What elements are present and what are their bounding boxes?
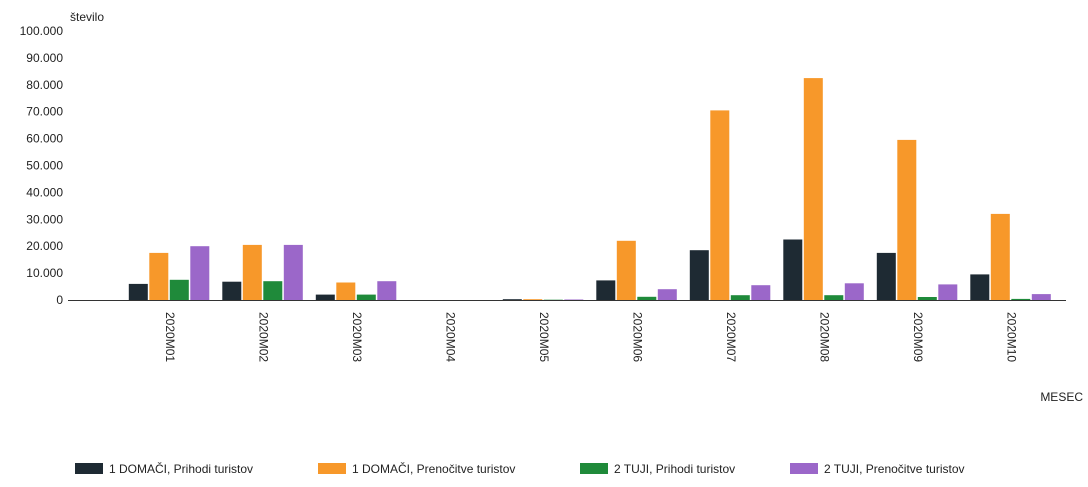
bar [731,295,750,300]
x-tick-label: 2020M09 [911,312,925,362]
legend-swatch [790,463,818,474]
bar [845,283,864,300]
legend-item: 2 TUJI, Prenočitve turistov [790,462,965,476]
legend-item: 2 TUJI, Prihodi turistov [580,462,735,476]
legend-label: 1 DOMAČI, Prenočitve turistov [352,461,515,476]
bar [918,297,937,300]
bar [377,281,396,300]
y-tick-label: 40.000 [26,185,63,199]
bar [710,110,729,300]
y-axis-title: število [70,10,104,24]
legend-label: 2 TUJI, Prihodi turistov [614,462,735,476]
bar [970,274,989,300]
x-axis-title: MESEC [1040,390,1083,404]
bar [637,297,656,300]
bar [938,284,957,300]
bar [190,246,209,300]
legend-swatch [75,463,103,474]
legend-swatch [580,463,608,474]
bar [877,253,896,300]
bar [617,241,636,300]
x-tick-label: 2020M06 [630,312,644,362]
bar [336,283,355,301]
x-tick-label: 2020M08 [817,312,831,362]
y-tick-label: 60.000 [26,132,63,146]
y-tick-label: 70.000 [26,105,63,119]
bar [1032,294,1051,300]
bar [170,280,189,300]
bar [564,300,583,301]
bar [357,295,376,300]
x-axis-category-labels: 2020M01 2020M02 2020M03 2020M04 2020M05 2020M… [163,312,1019,362]
bar [149,253,168,300]
y-axis-ticks: 0 10.000 20.000 30.000 40.000 50.000 60.000 70.… [20,24,64,307]
y-tick-label: 90.000 [26,51,63,65]
bar [503,299,522,300]
bar [243,245,262,300]
bar [658,289,677,300]
x-tick-label: 2020M07 [724,312,738,362]
x-tick-label: 2020M03 [350,312,364,362]
bar [991,214,1010,300]
bar [263,281,282,300]
y-tick-label: 80.000 [26,78,63,92]
x-tick-label: 2020M10 [1004,312,1018,362]
bars [129,78,1051,300]
bar [804,78,823,300]
bar [690,250,709,300]
bar [596,280,615,300]
bar [1011,299,1030,300]
legend-item: 1 DOMAČI, Prenočitve turistov [318,461,515,476]
y-tick-label: 100.000 [20,24,64,38]
x-tick-label: 2020M02 [256,312,270,362]
y-tick-label: 0 [56,293,63,307]
x-tick-label: 2020M05 [537,312,551,362]
x-tick-label: 2020M04 [443,312,457,362]
bar [897,140,916,300]
bar [751,285,770,300]
bar [129,284,148,300]
bar [222,282,241,300]
bar [284,245,303,300]
legend-item: 1 DOMAČI, Prihodi turistov [75,461,253,476]
y-tick-label: 30.000 [26,212,63,226]
bar [523,299,542,300]
bar [824,295,843,300]
y-tick-label: 50.000 [26,159,63,173]
legend-label: 1 DOMAČI, Prihodi turistov [109,461,253,476]
legend-label: 2 TUJI, Prenočitve turistov [824,462,965,476]
legend: 1 DOMAČI, Prihodi turistov 1 DOMAČI, Pren… [75,461,965,476]
bar [783,240,802,301]
bar [316,295,335,300]
y-tick-label: 10.000 [26,266,63,280]
x-tick-label: 2020M01 [163,312,177,362]
y-tick-label: 20.000 [26,239,63,253]
legend-swatch [318,463,346,474]
